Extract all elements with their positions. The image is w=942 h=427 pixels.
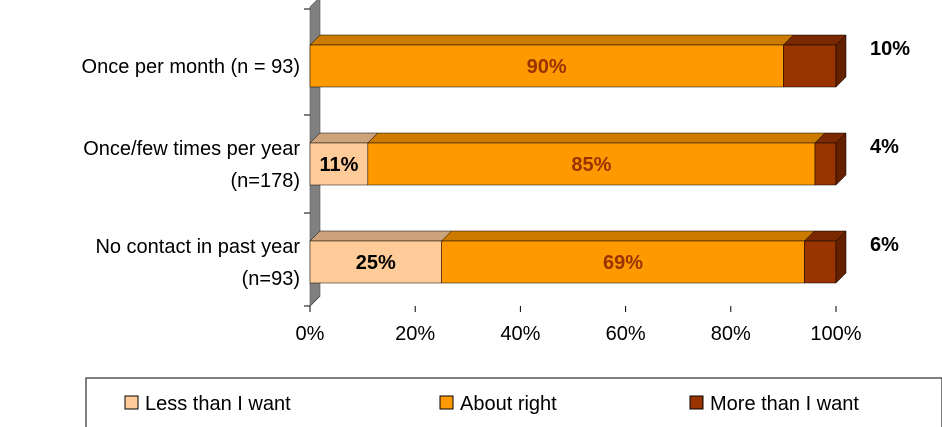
category-label: (n=93) (242, 268, 300, 290)
category-label: (n=178) (231, 170, 301, 192)
legend-label: About right (460, 393, 557, 415)
data-label: 85% (571, 154, 611, 176)
x-tick-label: 60% (606, 323, 646, 345)
x-tick-label: 20% (395, 323, 435, 345)
x-tick-label: 0% (296, 323, 325, 345)
legend-label: Less than I want (145, 393, 291, 415)
category-label: No contact in past year (95, 236, 300, 258)
bar-top-face (440, 230, 816, 242)
data-label: 69% (603, 252, 643, 274)
category-label: Once per month (n = 93) (82, 56, 300, 78)
data-label: 11% (319, 154, 358, 176)
legend-swatch (439, 395, 454, 410)
bar-top-face (367, 132, 826, 144)
category-label: Once/few times per year (83, 138, 300, 160)
bar-segment (814, 142, 837, 186)
bar-segment (783, 44, 837, 88)
legend-swatch (124, 395, 139, 410)
legend-label: More than I want (710, 393, 859, 415)
bar-top-face (782, 34, 847, 46)
data-label: 10% (870, 38, 910, 60)
bar-segment (367, 142, 816, 186)
data-label: 6% (870, 234, 899, 256)
floor-edge (309, 295, 321, 307)
x-tick-label: 40% (500, 323, 540, 345)
data-label: 90% (527, 56, 567, 78)
bar-segment (309, 240, 442, 284)
bar-segment (309, 142, 369, 186)
bar-segment (309, 44, 784, 88)
data-label: 4% (870, 136, 899, 158)
bar-segment (441, 240, 805, 284)
bar-side-face (835, 132, 847, 186)
bar-segment (804, 240, 837, 284)
bar-top-face (309, 132, 379, 144)
legend-swatch (689, 395, 704, 410)
bar-side-face (835, 230, 847, 284)
bar-side-face (835, 34, 847, 88)
bar-top-face (309, 34, 795, 46)
bar-top-face (309, 230, 453, 242)
legend-box (85, 377, 942, 427)
data-label: 25% (356, 252, 396, 274)
x-tick-label: 80% (711, 323, 751, 345)
x-tick-label: 100% (810, 323, 861, 345)
